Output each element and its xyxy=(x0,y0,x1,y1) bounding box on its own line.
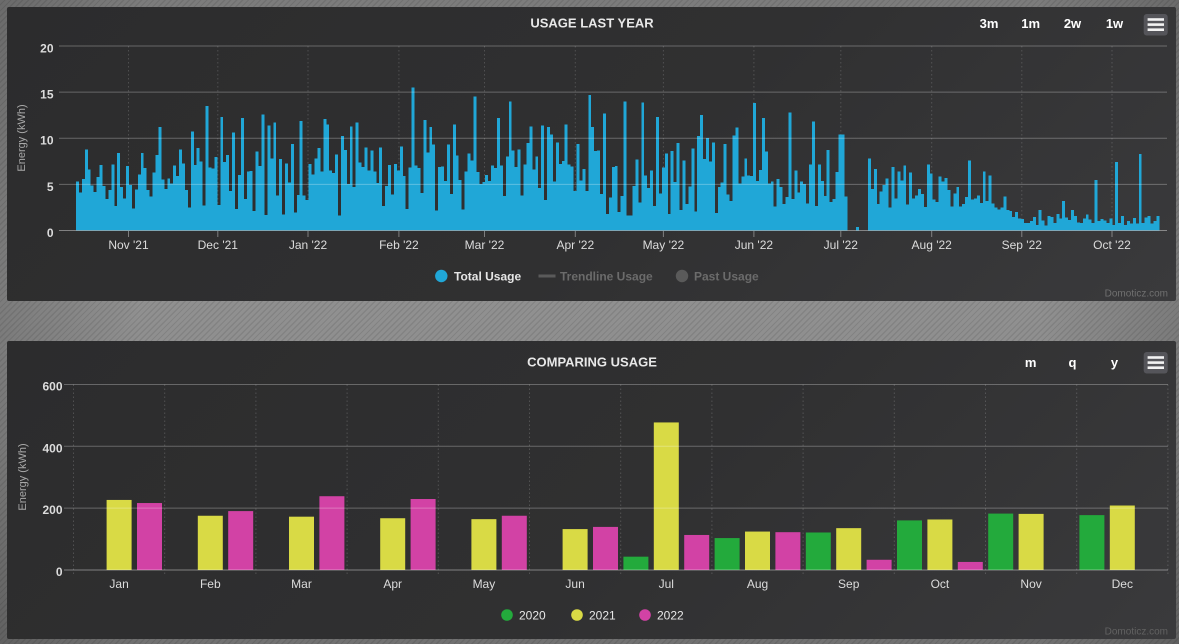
svg-text:Feb '22: Feb '22 xyxy=(379,238,419,252)
svg-text:2020: 2020 xyxy=(519,609,546,623)
svg-text:400: 400 xyxy=(42,441,62,455)
svg-text:Jul '22: Jul '22 xyxy=(824,238,859,252)
svg-text:Jan: Jan xyxy=(109,577,128,591)
svg-text:Dec '21: Dec '21 xyxy=(198,238,239,252)
svg-text:Aug '22: Aug '22 xyxy=(912,238,953,252)
svg-text:0: 0 xyxy=(56,565,63,579)
svg-text:1m: 1m xyxy=(1021,16,1040,31)
svg-text:Jun '22: Jun '22 xyxy=(735,238,774,252)
svg-text:Energy (kWh): Energy (kWh) xyxy=(17,443,29,510)
svg-text:15: 15 xyxy=(40,88,54,102)
svg-text:3m: 3m xyxy=(980,16,999,31)
svg-text:Oct: Oct xyxy=(931,577,950,591)
svg-text:2w: 2w xyxy=(1064,16,1082,31)
svg-text:y: y xyxy=(1111,355,1119,370)
svg-text:m: m xyxy=(1025,355,1037,370)
svg-text:Jan '22: Jan '22 xyxy=(289,238,328,252)
svg-text:COMPARING USAGE: COMPARING USAGE xyxy=(527,355,657,370)
svg-text:600: 600 xyxy=(42,380,62,394)
svg-text:0: 0 xyxy=(47,226,54,240)
svg-text:Jul: Jul xyxy=(659,577,674,591)
svg-text:May: May xyxy=(473,577,496,591)
svg-text:Dec: Dec xyxy=(1112,577,1133,591)
svg-text:Apr: Apr xyxy=(383,577,402,591)
svg-text:1w: 1w xyxy=(1106,16,1124,31)
svg-text:Trendline Usage: Trendline Usage xyxy=(560,270,653,284)
svg-text:Feb: Feb xyxy=(200,577,221,591)
svg-text:2022: 2022 xyxy=(657,609,684,623)
svg-text:q: q xyxy=(1069,355,1077,370)
svg-text:Jun: Jun xyxy=(565,577,584,591)
svg-text:Mar '22: Mar '22 xyxy=(465,238,505,252)
svg-text:5: 5 xyxy=(47,180,54,194)
svg-text:Aug: Aug xyxy=(747,577,768,591)
svg-text:Nov '21: Nov '21 xyxy=(108,238,149,252)
svg-text:Mar: Mar xyxy=(291,577,312,591)
svg-text:10: 10 xyxy=(40,134,54,148)
svg-text:Oct '22: Oct '22 xyxy=(1093,238,1131,252)
svg-text:Sep '22: Sep '22 xyxy=(1002,238,1043,252)
svg-text:Nov: Nov xyxy=(1020,577,1041,591)
svg-text:May '22: May '22 xyxy=(643,238,685,252)
svg-text:Apr '22: Apr '22 xyxy=(556,238,594,252)
svg-text:Sep: Sep xyxy=(838,577,860,591)
svg-text:200: 200 xyxy=(42,503,62,517)
svg-text:20: 20 xyxy=(40,42,54,56)
svg-text:Total Usage: Total Usage xyxy=(454,270,521,284)
svg-text:Energy (kWh): Energy (kWh) xyxy=(16,104,28,171)
svg-text:USAGE LAST YEAR: USAGE LAST YEAR xyxy=(530,16,654,31)
svg-text:Domoticz.com: Domoticz.com xyxy=(1105,627,1168,638)
svg-text:Past Usage: Past Usage xyxy=(694,270,759,284)
svg-text:Domoticz.com: Domoticz.com xyxy=(1105,289,1168,300)
svg-text:2021: 2021 xyxy=(589,609,616,623)
